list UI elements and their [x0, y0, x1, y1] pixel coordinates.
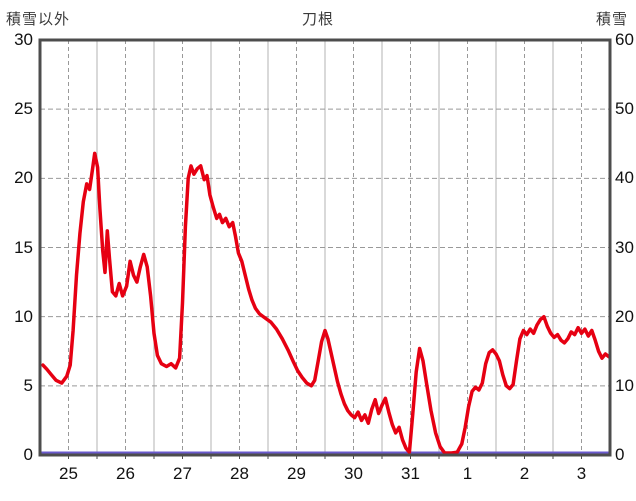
x-axis-tick: 28	[230, 464, 249, 483]
x-axis-tick: 29	[287, 464, 306, 483]
chart-title: 刀根	[301, 11, 334, 28]
x-axis-tick: 1	[462, 464, 473, 483]
left-axis-tick: 10	[14, 306, 33, 326]
right-axis-tick: 10	[615, 375, 634, 395]
left-axis-tick: 5	[23, 375, 33, 395]
right-axis-tick: 60	[615, 30, 634, 49]
right-axis-tick: 0	[615, 445, 625, 464]
x-axis-tick: 31	[401, 464, 420, 483]
left-axis-tick: 30	[14, 30, 33, 49]
left-axis-tick: 20	[14, 168, 33, 188]
x-axis-tick: 3	[576, 464, 587, 483]
right-axis-tick: 40	[615, 168, 634, 188]
right-axis-tick: 50	[615, 99, 634, 119]
left-axis-tick: 15	[14, 237, 33, 257]
x-axis-tick: 2	[519, 464, 530, 483]
left-axis-tick: 25	[14, 99, 33, 119]
right-axis-tick: 20	[615, 306, 634, 326]
right-axis-tick: 30	[615, 237, 634, 257]
x-axis-tick: 27	[173, 464, 192, 483]
right-axis-caption: 積雪	[595, 11, 628, 28]
left-axis-caption: 積雪以外	[6, 11, 71, 28]
x-axis-tick: 26	[116, 464, 135, 483]
left-axis-tick: 0	[23, 445, 33, 464]
x-axis-tick: 30	[344, 464, 363, 483]
x-axis-tick: 25	[59, 464, 78, 483]
